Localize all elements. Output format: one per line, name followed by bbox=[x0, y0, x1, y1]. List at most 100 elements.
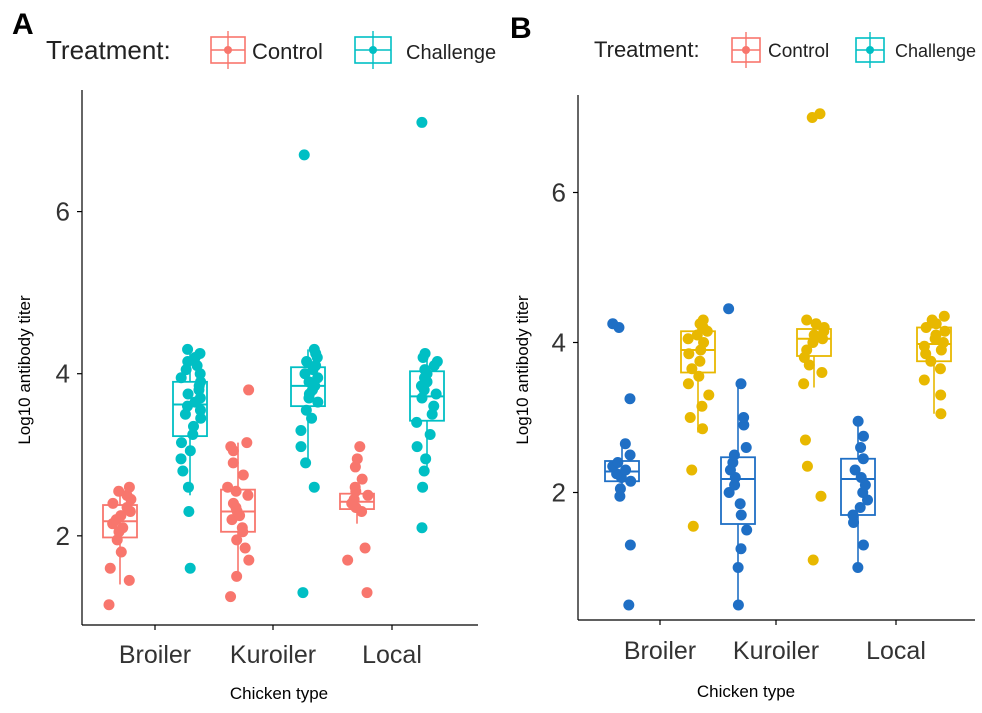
data-point bbox=[682, 333, 694, 345]
box-challenge-local-a bbox=[409, 116, 445, 534]
legend-label-control-b: Control bbox=[768, 41, 829, 62]
data-point bbox=[918, 340, 930, 352]
data-point bbox=[175, 453, 187, 465]
data-point bbox=[115, 510, 127, 522]
data-point bbox=[107, 497, 119, 509]
data-point bbox=[937, 337, 949, 348]
xlabel-a: Chicken type bbox=[230, 684, 328, 703]
data-point bbox=[104, 562, 116, 574]
data-point bbox=[113, 485, 125, 497]
data-point bbox=[935, 389, 947, 401]
data-point bbox=[728, 449, 740, 461]
data-point bbox=[934, 363, 946, 375]
data-point bbox=[684, 412, 696, 423]
data-point bbox=[697, 314, 709, 326]
data-point bbox=[431, 356, 443, 368]
data-point bbox=[857, 453, 869, 465]
data-point bbox=[227, 497, 239, 509]
data-point bbox=[243, 384, 255, 396]
y-tick-label-b: 4 bbox=[552, 328, 566, 358]
legend-key-point bbox=[224, 46, 232, 54]
data-point bbox=[852, 415, 864, 427]
data-point bbox=[416, 522, 428, 534]
box-control-local-a bbox=[339, 441, 375, 599]
legend-key-point bbox=[866, 46, 874, 54]
data-point bbox=[686, 363, 698, 375]
y-tick-label-a: 6 bbox=[56, 197, 70, 227]
data-point bbox=[619, 438, 631, 450]
data-point bbox=[362, 489, 374, 501]
legend-key-challenge-b bbox=[855, 32, 885, 68]
panel-a: A Treatment: Control Challenge Log10 ant… bbox=[12, 8, 496, 703]
data-point bbox=[723, 303, 735, 315]
legend-key-control-b bbox=[731, 32, 761, 68]
xtick-label-kuroiler-a: Kuroiler bbox=[230, 641, 316, 669]
box-challenge-local-b bbox=[916, 310, 952, 420]
data-point bbox=[175, 437, 187, 449]
data-point bbox=[691, 329, 703, 341]
data-point bbox=[175, 372, 187, 384]
y-tick-label-a: 4 bbox=[56, 359, 70, 389]
box-control-broiler-a bbox=[102, 481, 138, 611]
data-point bbox=[694, 355, 706, 367]
data-point bbox=[115, 546, 127, 558]
data-point bbox=[735, 378, 747, 390]
iqr-box bbox=[796, 328, 832, 357]
box-challenge-broiler-a bbox=[172, 343, 208, 574]
data-point bbox=[356, 473, 368, 485]
data-point bbox=[801, 460, 813, 472]
xlabel-b: Chicken type bbox=[697, 682, 795, 701]
box-control-local-b bbox=[840, 415, 876, 573]
chart-marks: 2 4 6 2 4 6 bbox=[56, 31, 975, 630]
data-point bbox=[231, 570, 243, 582]
data-point bbox=[194, 404, 206, 416]
data-point bbox=[227, 457, 239, 469]
box-challenge-kuroiler-b bbox=[796, 108, 832, 566]
data-point bbox=[239, 542, 251, 554]
data-point bbox=[194, 347, 206, 359]
data-point bbox=[354, 441, 366, 453]
data-point bbox=[295, 424, 307, 436]
data-point bbox=[696, 400, 708, 412]
xtick-label-local-a: Local bbox=[362, 641, 422, 669]
data-point bbox=[808, 329, 820, 341]
data-point bbox=[682, 378, 694, 390]
data-point bbox=[798, 378, 810, 390]
data-point bbox=[194, 392, 206, 404]
data-point bbox=[852, 562, 864, 573]
data-point bbox=[734, 498, 746, 510]
data-point bbox=[241, 437, 253, 449]
data-point bbox=[417, 481, 429, 493]
data-point bbox=[225, 591, 237, 603]
plot-panel-a: 2 4 6 bbox=[56, 31, 478, 630]
data-point bbox=[847, 509, 859, 521]
data-point bbox=[849, 464, 861, 476]
data-point bbox=[184, 562, 196, 574]
data-point bbox=[735, 543, 747, 555]
data-point bbox=[236, 522, 248, 534]
data-point bbox=[620, 464, 632, 476]
xtick-label-kuroiler-b: Kuroiler bbox=[733, 637, 819, 665]
xtick-label-local-b: Local bbox=[866, 637, 926, 665]
data-point bbox=[183, 506, 195, 518]
data-point bbox=[312, 372, 324, 384]
data-point bbox=[297, 587, 309, 599]
data-point bbox=[195, 376, 207, 388]
data-point bbox=[698, 337, 710, 348]
data-point bbox=[938, 310, 950, 322]
data-point bbox=[298, 149, 310, 161]
data-point bbox=[935, 408, 947, 420]
data-point bbox=[419, 364, 431, 376]
data-point bbox=[732, 562, 744, 573]
data-point bbox=[799, 434, 811, 446]
legend-label-challenge-b: Challenge bbox=[895, 41, 976, 61]
data-point bbox=[182, 343, 194, 355]
data-point bbox=[195, 412, 207, 424]
data-point bbox=[361, 587, 373, 599]
data-point bbox=[342, 554, 354, 566]
ylabel-b: Log10 antibody titer bbox=[513, 295, 532, 445]
data-point bbox=[416, 116, 428, 128]
data-point bbox=[807, 554, 819, 566]
box-control-kuroiler-a bbox=[220, 384, 256, 603]
data-point bbox=[411, 441, 423, 453]
